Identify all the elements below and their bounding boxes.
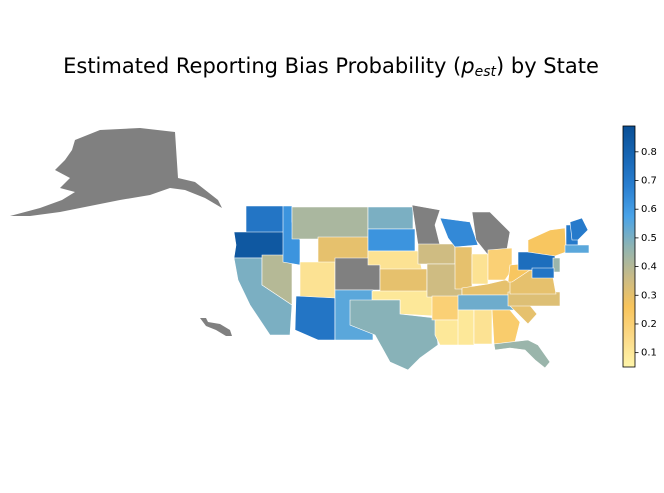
state-region bbox=[454, 246, 473, 290]
hawaii bbox=[200, 318, 232, 336]
colorbar-tick-label: 0.6 bbox=[641, 204, 657, 215]
state-region bbox=[291, 206, 369, 240]
colorbar-tick-label: 0.8 bbox=[641, 147, 657, 158]
state-region bbox=[294, 295, 336, 341]
title-end: ) by State bbox=[496, 54, 599, 78]
state-region bbox=[431, 295, 460, 321]
state-region bbox=[417, 243, 456, 265]
state-region bbox=[531, 267, 555, 279]
state-region bbox=[491, 309, 521, 345]
state-region bbox=[349, 299, 439, 371]
state-region bbox=[487, 247, 513, 281]
state-region bbox=[379, 268, 428, 293]
colorbar-tick-label: 0.4 bbox=[641, 262, 657, 273]
state-region bbox=[282, 205, 301, 266]
title-text: Estimated Reporting Bias Probability ( bbox=[63, 54, 461, 78]
state-region bbox=[457, 294, 516, 311]
title-subscript: est bbox=[475, 64, 497, 80]
state-region bbox=[367, 228, 416, 252]
state-region bbox=[527, 227, 567, 257]
state-region bbox=[261, 254, 293, 306]
state-region bbox=[471, 253, 489, 285]
colorbar-tick-label: 0.3 bbox=[641, 290, 657, 301]
state-region bbox=[299, 261, 336, 299]
state-region bbox=[569, 217, 589, 241]
title-symbol: p bbox=[460, 54, 474, 78]
state-region bbox=[439, 217, 479, 248]
state-region bbox=[367, 206, 414, 230]
state-region bbox=[233, 231, 286, 259]
states bbox=[233, 204, 590, 371]
colorbar-tick-label: 0.7 bbox=[641, 176, 657, 187]
state-region bbox=[457, 309, 475, 346]
state-region bbox=[473, 309, 493, 345]
state-region bbox=[564, 244, 590, 254]
chart-title: Estimated Reporting Bias Probability (pe… bbox=[63, 54, 599, 80]
state-region bbox=[493, 339, 551, 369]
colorbar bbox=[622, 125, 636, 368]
colorbar-tick-label: 0.5 bbox=[641, 233, 657, 244]
colorbar-tick-label: 0.2 bbox=[641, 319, 657, 330]
colorbar-tick-label: 0.1 bbox=[641, 348, 657, 359]
state-region bbox=[245, 205, 285, 234]
state-region bbox=[411, 204, 441, 246]
alaska bbox=[10, 128, 222, 216]
state-region bbox=[552, 257, 561, 273]
